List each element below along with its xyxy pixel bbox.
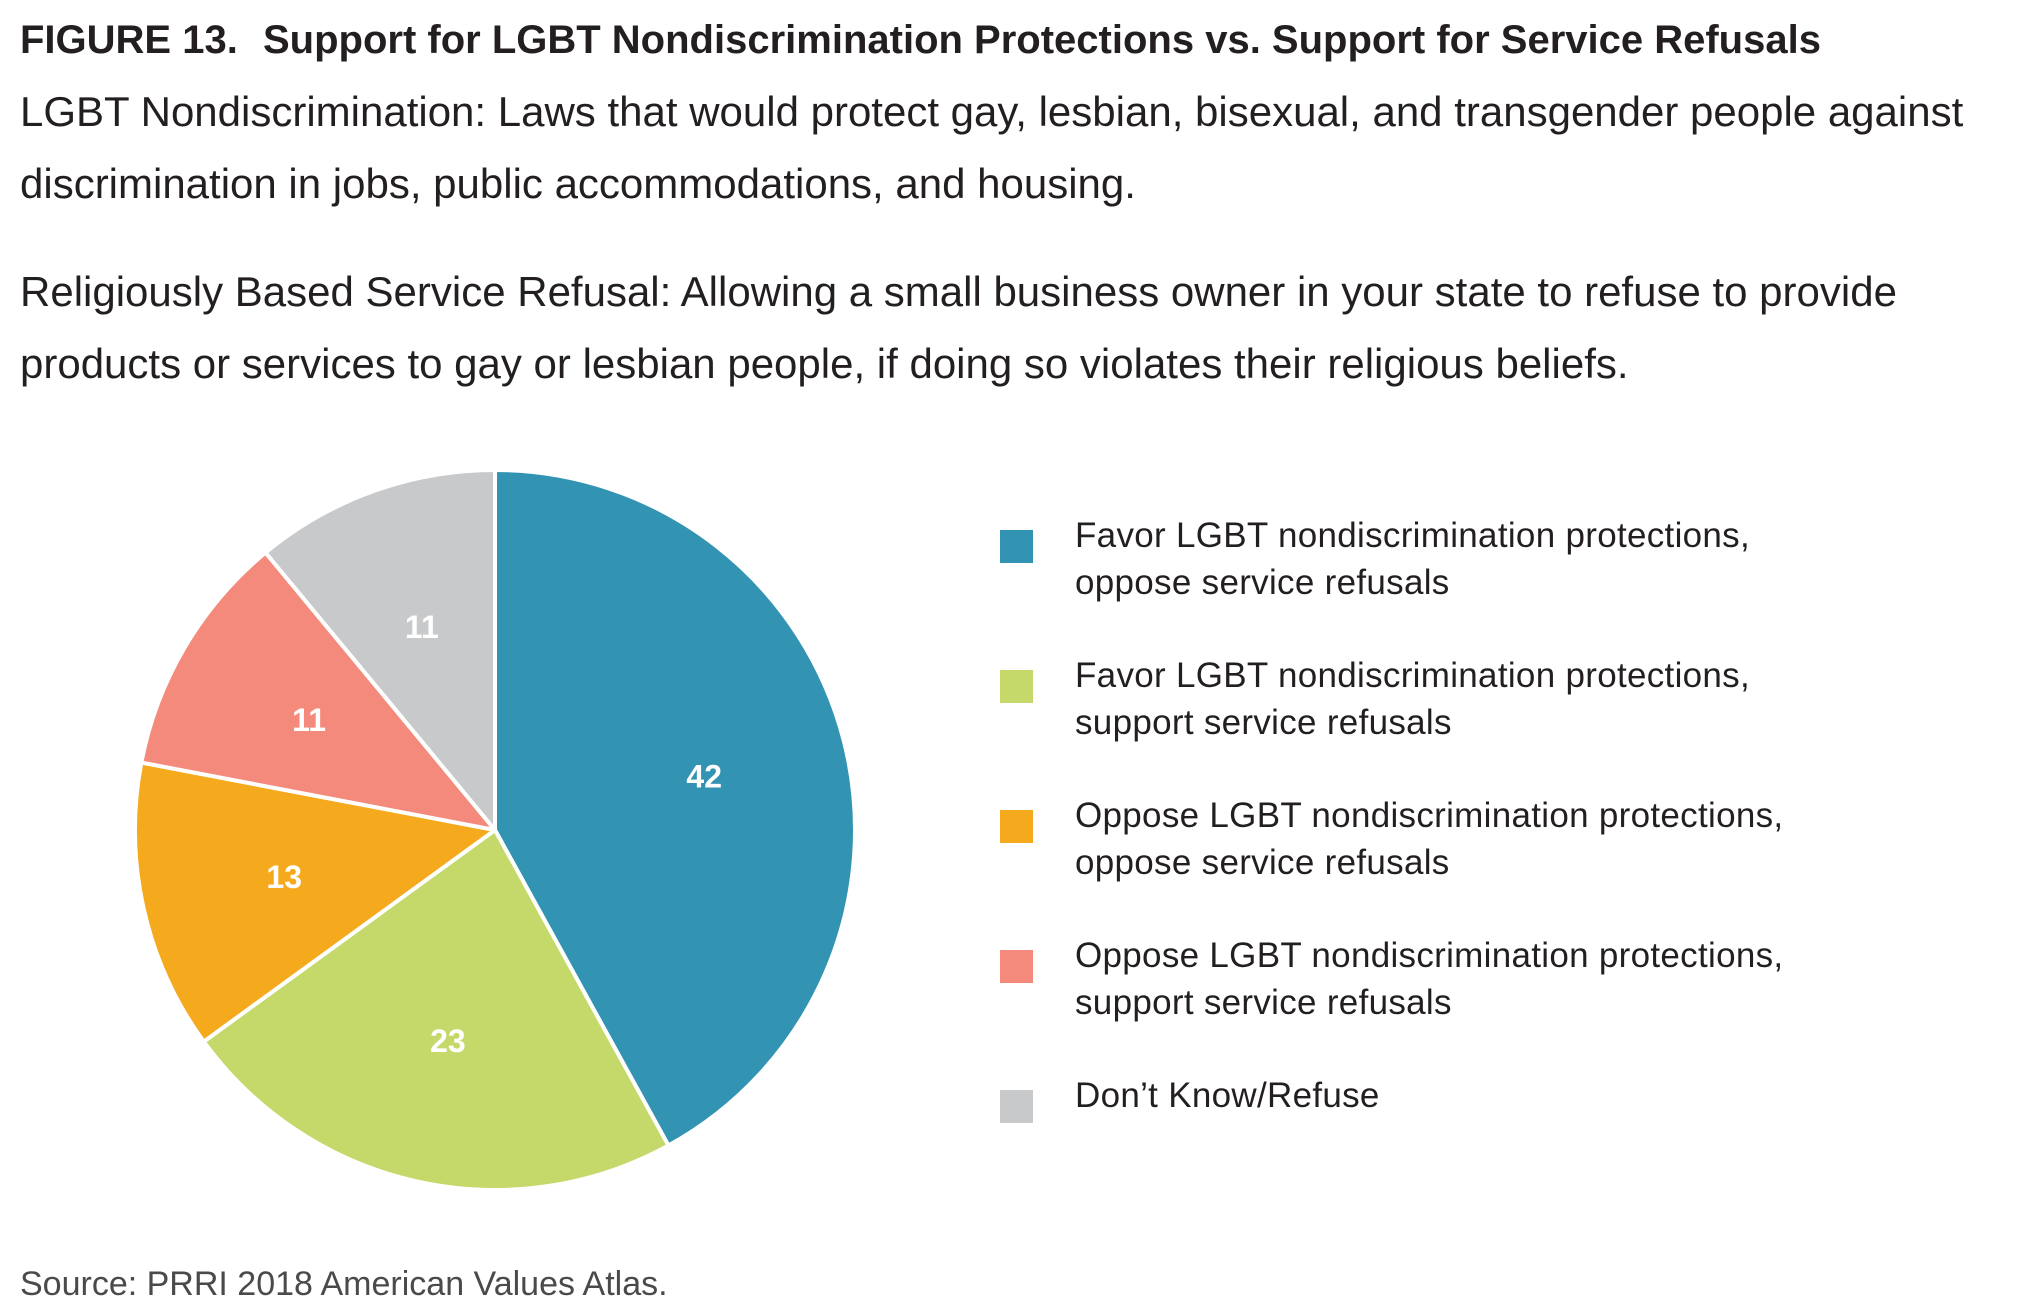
legend-label-line1: Don’t Know/Refuse xyxy=(1075,1076,1380,1115)
source-note: Source: PRRI 2018 American Values Atlas. xyxy=(20,1265,668,1303)
legend-item-favor-oppose: Favor LGBT nondiscrimination protections… xyxy=(1000,512,2000,652)
pie-slice xyxy=(139,550,497,832)
legend-swatch xyxy=(1000,810,1033,843)
pie-slice xyxy=(133,760,497,1044)
legend-label-line1: Favor LGBT nondiscrimination protections… xyxy=(1075,656,1751,695)
legend-label-line2: support service refusals xyxy=(1075,703,1452,742)
pie-chart: 42 23 13 11 11 xyxy=(133,468,857,1192)
pie-slice xyxy=(201,828,671,1192)
pie-slice xyxy=(263,468,497,832)
pie-slice-value-label: 13 xyxy=(266,859,302,895)
legend-label-line2: oppose service refusals xyxy=(1075,843,1450,882)
legend-label: Don’t Know/Refuse xyxy=(1075,1072,1975,1119)
legend-swatch xyxy=(1000,530,1033,563)
legend-label-line1: Favor LGBT nondiscrimination protections… xyxy=(1075,516,1751,555)
legend-item-oppose-oppose: Oppose LGBT nondiscrimination protection… xyxy=(1000,792,2000,932)
legend-swatch xyxy=(1000,1090,1033,1123)
pie-slice-value-label: 42 xyxy=(686,758,722,794)
legend-label: Oppose LGBT nondiscrimination protection… xyxy=(1075,932,1975,1026)
figure-title: FIGURE 13. Support for LGBT Nondiscrimin… xyxy=(20,10,2010,70)
legend-swatch xyxy=(1000,950,1033,983)
legend-label-line1: Oppose LGBT nondiscrimination protection… xyxy=(1075,936,1784,975)
pie-slice-value-label: 23 xyxy=(430,1023,466,1059)
legend-label: Favor LGBT nondiscrimination protections… xyxy=(1075,652,1975,746)
legend-label-line1: Oppose LGBT nondiscrimination protection… xyxy=(1075,796,1784,835)
legend-label-line2: support service refusals xyxy=(1075,983,1452,1022)
legend-label: Oppose LGBT nondiscrimination protection… xyxy=(1075,792,1975,886)
chart-legend: Favor LGBT nondiscrimination protections… xyxy=(1000,512,2000,1212)
pie-slice-value-label: 11 xyxy=(405,609,439,645)
legend-item-favor-support: Favor LGBT nondiscrimination protections… xyxy=(1000,652,2000,792)
legend-item-dont-know: Don’t Know/Refuse xyxy=(1000,1072,2000,1212)
legend-swatch xyxy=(1000,670,1033,703)
definition-lgbt-nondiscrimination: LGBT Nondiscrimination: Laws that would … xyxy=(20,88,1964,207)
legend-label: Favor LGBT nondiscrimination protections… xyxy=(1075,512,1975,606)
definition-service-refusal: Religiously Based Service Refusal: Allow… xyxy=(20,268,1897,387)
figure-title-text: Support for LGBT Nondiscrimination Prote… xyxy=(262,18,1821,62)
legend-item-oppose-support: Oppose LGBT nondiscrimination protection… xyxy=(1000,932,2000,1072)
legend-label-line2: oppose service refusals xyxy=(1075,563,1450,602)
figure-number: FIGURE 13. xyxy=(20,18,238,62)
pie-slice xyxy=(493,468,857,1148)
pie-slice-value-label: 11 xyxy=(292,702,326,738)
